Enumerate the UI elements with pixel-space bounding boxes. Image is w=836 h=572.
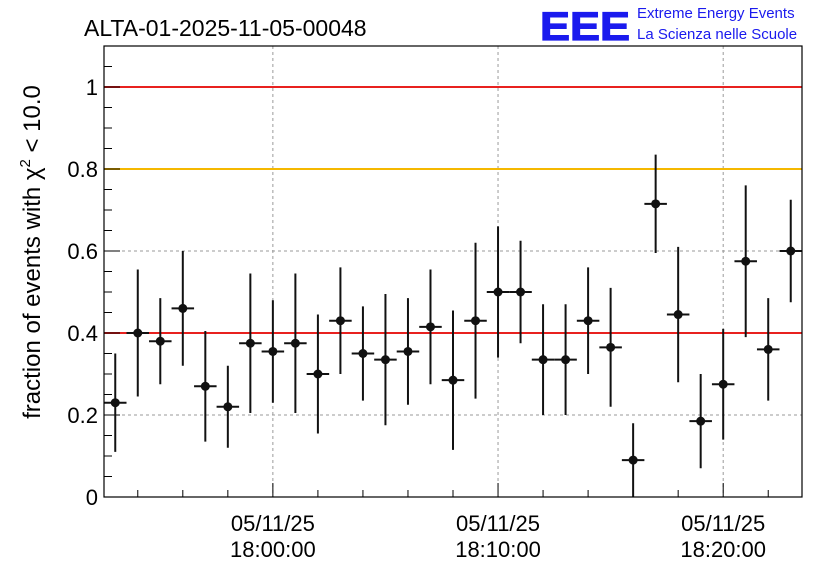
data-marker xyxy=(673,310,683,320)
y-tick-label: 0.2 xyxy=(67,403,98,428)
x-tick-time: 18:00:00 xyxy=(230,537,316,562)
data-points xyxy=(104,154,802,497)
data-point xyxy=(396,298,420,405)
eee-logo-line1: Extreme Energy Events xyxy=(637,5,795,22)
data-marker xyxy=(628,455,638,465)
data-marker xyxy=(358,349,368,358)
x-tick-time: 18:20:00 xyxy=(680,537,766,562)
y-tick-label: 0.4 xyxy=(67,321,98,346)
y-tick-label: 0.6 xyxy=(67,239,98,264)
data-marker xyxy=(380,355,390,365)
data-marker xyxy=(155,336,165,346)
eee-logo: EEE Extreme Energy Events La Scienza nel… xyxy=(539,4,797,49)
data-point xyxy=(486,226,510,358)
y-tick-label: 1 xyxy=(86,75,98,100)
data-marker xyxy=(200,381,210,391)
data-point xyxy=(194,330,217,442)
data-point xyxy=(621,423,645,497)
data-point xyxy=(666,246,690,383)
data-point xyxy=(554,304,577,415)
y-axis-label-chi: χ xyxy=(19,167,46,180)
data-marker xyxy=(786,246,796,256)
axis-ticks xyxy=(104,45,769,498)
data-point xyxy=(171,251,195,366)
data-point xyxy=(509,240,532,344)
chart-title: ALTA-01-2025-11-05-00048 xyxy=(84,15,367,41)
data-marker xyxy=(335,316,345,326)
data-point xyxy=(306,314,330,434)
x-tick-date: 05/11/25 xyxy=(231,511,315,536)
data-marker xyxy=(471,316,481,326)
eee-logo-line2: La Scienza nelle Scuole xyxy=(637,26,797,43)
data-marker xyxy=(313,369,323,379)
data-point xyxy=(756,298,780,401)
data-point xyxy=(734,185,757,338)
data-marker xyxy=(403,346,413,356)
data-point xyxy=(104,353,127,452)
data-point xyxy=(261,300,285,403)
data-marker xyxy=(133,328,143,338)
x-tick-labels: 05/11/2518:00:0005/11/2518:10:0005/11/25… xyxy=(230,511,766,562)
data-point xyxy=(239,273,262,413)
data-point xyxy=(464,242,487,399)
y-axis-label-prefix: fraction of events with xyxy=(19,180,46,419)
data-marker xyxy=(493,287,503,297)
data-point xyxy=(284,273,307,413)
data-point xyxy=(441,310,465,450)
data-point xyxy=(599,287,622,407)
data-point xyxy=(374,294,397,426)
data-marker xyxy=(268,346,278,356)
eee-logo-letters: EEE xyxy=(540,5,630,49)
data-marker xyxy=(290,338,300,348)
x-tick-date: 05/11/25 xyxy=(456,511,540,536)
data-marker xyxy=(516,287,526,297)
y-axis-label-superscript: 2 xyxy=(17,159,34,167)
data-marker xyxy=(741,256,751,266)
x-tick-date: 05/11/25 xyxy=(681,511,765,536)
data-marker xyxy=(583,316,593,326)
data-point xyxy=(419,269,442,385)
data-point xyxy=(216,365,240,448)
reference-lines xyxy=(104,86,802,334)
data-point xyxy=(711,328,735,440)
data-marker xyxy=(448,375,458,385)
data-marker xyxy=(223,402,233,412)
data-marker xyxy=(245,338,255,348)
data-point xyxy=(149,298,172,385)
data-point xyxy=(329,267,352,374)
data-point xyxy=(576,267,600,374)
data-marker xyxy=(110,398,120,408)
y-tick-label: 0.8 xyxy=(67,157,98,182)
y-axis-label-suffix: < 10.0 xyxy=(19,85,46,159)
data-point xyxy=(531,304,555,415)
y-tick-label: 0 xyxy=(86,485,98,510)
data-point xyxy=(779,199,802,303)
data-marker xyxy=(178,303,188,313)
plot-frame xyxy=(103,45,803,498)
data-point xyxy=(689,374,712,469)
data-marker xyxy=(425,322,435,332)
data-point xyxy=(126,269,150,397)
data-marker xyxy=(763,344,773,354)
y-axis-label: fraction of events with χ2 < 10.0 xyxy=(17,85,46,419)
x-tick-time: 18:10:00 xyxy=(455,537,541,562)
data-point xyxy=(351,306,375,401)
data-marker xyxy=(606,342,616,352)
y-tick-labels: 0 0.2 0.4 0.6 0.8 1 xyxy=(67,75,98,510)
data-marker xyxy=(696,416,706,426)
data-marker xyxy=(561,355,571,365)
data-marker xyxy=(538,355,548,365)
data-point xyxy=(644,154,667,254)
data-marker xyxy=(651,199,661,209)
data-marker xyxy=(718,379,728,389)
